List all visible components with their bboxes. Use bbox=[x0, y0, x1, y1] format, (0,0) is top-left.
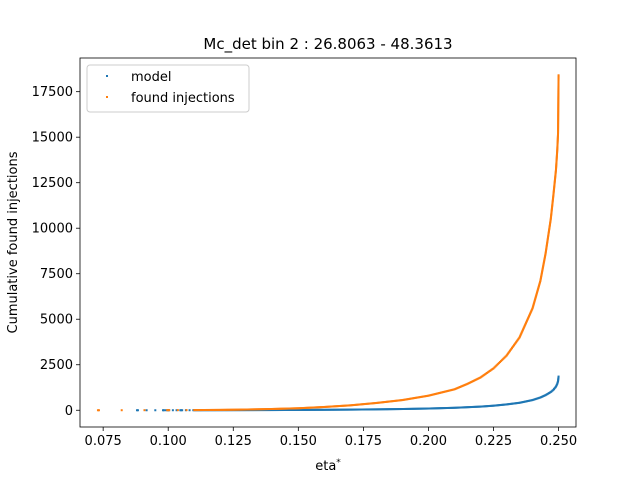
legend-marker-found-injections bbox=[106, 96, 108, 98]
data-point bbox=[145, 409, 148, 412]
x-tick-label: 0.075 bbox=[85, 434, 122, 449]
legend-box bbox=[86, 64, 250, 113]
x-axis-label: eta* bbox=[315, 458, 341, 474]
data-point bbox=[188, 409, 191, 412]
x-tick-label: 0.200 bbox=[410, 434, 447, 449]
series-layer bbox=[96, 74, 560, 412]
data-point bbox=[175, 409, 178, 412]
x-axis-label-text: eta bbox=[315, 459, 336, 474]
y-tick-label: 10000 bbox=[32, 222, 73, 237]
axes-frame bbox=[79, 57, 577, 428]
y-tick-label: 15000 bbox=[32, 131, 73, 146]
data-point bbox=[176, 409, 179, 412]
x-tick-label: 0.225 bbox=[475, 434, 512, 449]
x-tick-label: 0.150 bbox=[280, 434, 317, 449]
y-axis-label: Cumulative found injections bbox=[6, 151, 21, 333]
series-found-injections bbox=[96, 74, 560, 412]
legend-label-found-injections: found injections bbox=[131, 91, 235, 106]
chart-title: Mc_det bin 2 : 26.8063 - 48.3613 bbox=[203, 35, 452, 54]
data-point bbox=[154, 409, 157, 412]
y-tick-label: 0 bbox=[65, 404, 73, 419]
x-tick-label: 0.100 bbox=[150, 434, 187, 449]
y-ticks: 0 2500 5000 7500 10000 12500 15000 17500 bbox=[32, 85, 80, 419]
data-point bbox=[557, 375, 560, 378]
legend: model found injections bbox=[86, 64, 250, 113]
data-point bbox=[120, 409, 123, 412]
data-point bbox=[97, 409, 100, 412]
y-tick-label: 5000 bbox=[40, 313, 73, 328]
legend-label-model: model bbox=[131, 70, 171, 85]
y-tick-label: 2500 bbox=[40, 358, 73, 373]
y-tick-label: 7500 bbox=[40, 267, 73, 282]
legend-marker-model bbox=[106, 75, 108, 77]
data-point bbox=[143, 409, 146, 412]
x-ticks: 0.075 0.100 0.125 0.150 0.175 0.200 0.225 0.250 bbox=[85, 427, 577, 449]
x-axis-label-superscript: * bbox=[336, 458, 341, 468]
plot-area bbox=[80, 58, 576, 427]
data-point bbox=[164, 409, 167, 412]
x-tick-label: 0.175 bbox=[345, 434, 382, 449]
data-point bbox=[171, 409, 174, 412]
x-tick-label: 0.250 bbox=[540, 434, 577, 449]
data-point bbox=[162, 409, 165, 412]
x-tick-label: 0.125 bbox=[215, 434, 252, 449]
data-point bbox=[168, 409, 171, 412]
data-point bbox=[185, 409, 188, 412]
y-tick-label: 12500 bbox=[32, 176, 73, 191]
data-point bbox=[136, 409, 139, 412]
y-tick-label: 17500 bbox=[32, 85, 73, 100]
data-point bbox=[181, 409, 184, 412]
data-point bbox=[557, 74, 560, 77]
